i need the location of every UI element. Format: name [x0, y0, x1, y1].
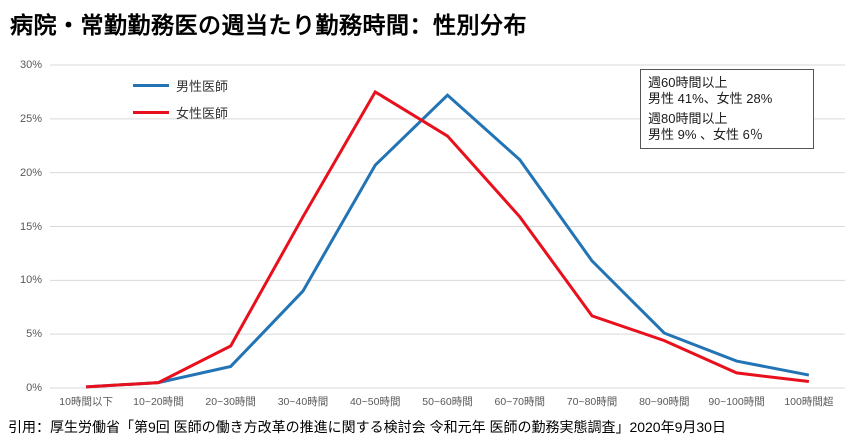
x-axis-tick-label: 20~30時間 [205, 396, 256, 408]
y-axis-tick-label: 0% [26, 382, 42, 394]
x-axis-tick-label: 70~80時間 [566, 396, 618, 408]
x-axis-tick-label: 90~100時間 [708, 396, 765, 408]
annotation-line: 週60時間以上 [648, 75, 728, 90]
legend: 男性医師 女性医師 [133, 77, 228, 131]
series-line-female [86, 89, 810, 389]
y-axis-tick-label: 30% [19, 59, 42, 71]
source-citation: 引用：厚生労働省「第9回 医師の働き方改革の推進に関する検討会 令和元年 医師の… [8, 419, 726, 435]
y-axis-tick-label: 20% [19, 166, 42, 179]
x-axis-tick-label: 10時間以下 [59, 396, 113, 408]
y-axis-tick-label: 10% [19, 274, 42, 287]
x-axis-tick-label: 80~90時間 [639, 396, 690, 408]
annotation-line: 男性 41%、女性 28% [648, 91, 773, 106]
annotation-line: 男性 9% 、女性 6％ [648, 127, 763, 142]
x-axis-tick-label: 30~40時間 [277, 396, 329, 408]
series-line-male [86, 93, 810, 389]
legend-item-male: 男性医師 [133, 77, 229, 94]
female-series-line-icon [133, 110, 169, 114]
stats-annotation-box: 週60時間以上 男性 41%、女性 28% 週80時間以上 男性 9% 、女性 … [640, 69, 814, 149]
x-axis-tick-label: 50~60時間 [422, 396, 473, 408]
x-axis-tick-label: 40~50時間 [349, 396, 401, 408]
annotation-line: 週80時間以上 [648, 111, 728, 126]
page-title: 病院・常勤勤務医の週当たり勤務時間：性別分布 [10, 12, 527, 38]
y-axis-tick-label: 5% [26, 328, 42, 341]
y-axis-tick-label: 25% [19, 112, 42, 125]
legend-item-female: 女性医師 [133, 104, 229, 121]
x-axis-tick-label: 60~70時間 [494, 396, 546, 408]
legend-label-female: 女性医師 [176, 105, 229, 121]
x-axis-tick-label: 10~20時間 [133, 396, 184, 408]
y-axis-tick-label: 15% [19, 220, 42, 233]
legend-label-male: 男性医師 [176, 78, 229, 94]
male-series-line-icon [133, 83, 169, 87]
x-axis-tick-label: 100時間超 [784, 396, 834, 408]
